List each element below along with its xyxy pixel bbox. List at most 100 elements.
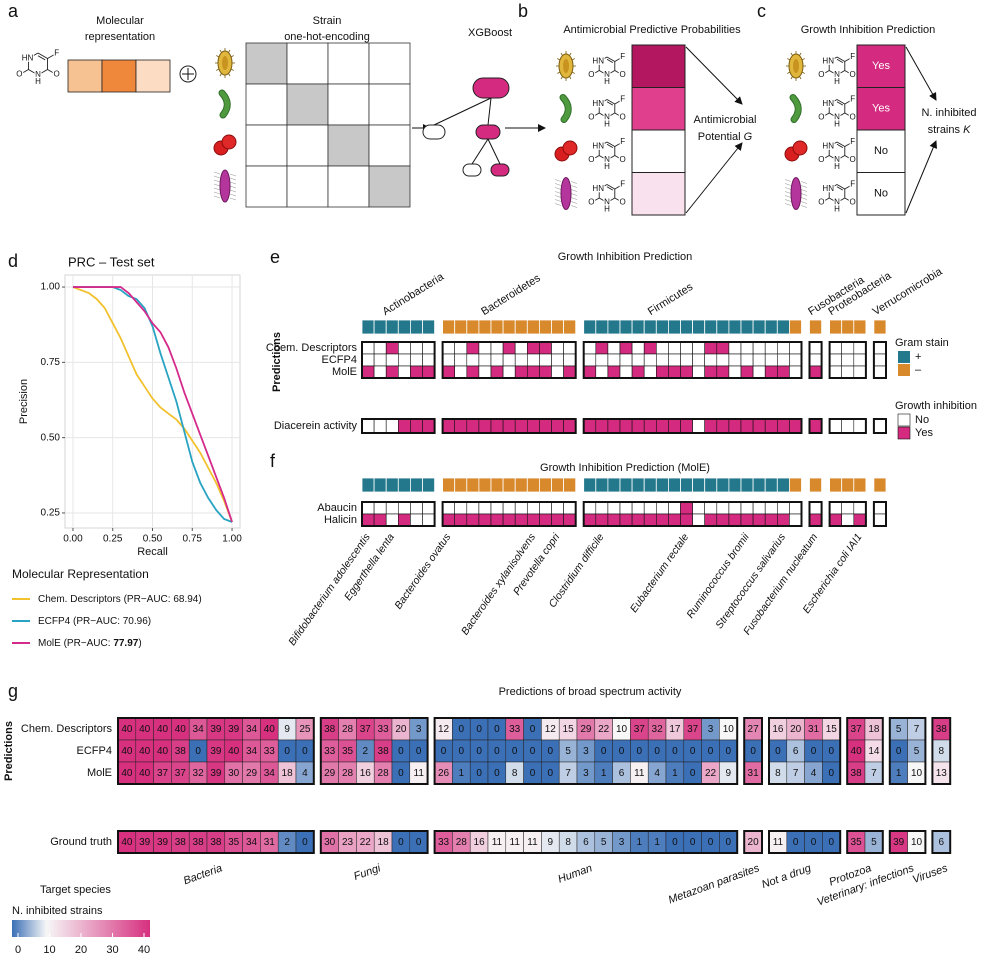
gram-cell — [809, 319, 823, 335]
gram-cell — [631, 477, 645, 493]
label: representation — [85, 31, 155, 43]
flagellum — [570, 181, 578, 184]
cell-value: 0 — [284, 746, 290, 757]
group-border — [828, 501, 867, 527]
group-label: Metazoan parasites — [667, 862, 762, 906]
cell-value: 12 — [545, 724, 557, 735]
microbe-icon — [556, 51, 576, 81]
inhibition-cell — [716, 365, 730, 379]
cell-value: 5 — [871, 837, 877, 848]
inhibition-cell — [397, 341, 411, 355]
inhibition-cell — [526, 353, 540, 367]
group-border — [433, 717, 739, 785]
tree-node — [490, 163, 510, 177]
bond — [28, 69, 39, 76]
inhibition-cell — [680, 501, 693, 515]
cell-value: 38 — [378, 746, 390, 757]
label: Potential G — [698, 131, 753, 143]
inhibition-cell — [478, 365, 492, 379]
gram-cell — [478, 477, 492, 493]
cell-value: 10 — [723, 724, 735, 735]
cell-value: 11 — [414, 768, 425, 779]
bond — [828, 99, 838, 105]
gram-cell — [442, 477, 456, 493]
group-border — [582, 501, 803, 527]
group-border — [888, 830, 927, 854]
gram-cell — [563, 477, 577, 493]
flagellum — [554, 187, 562, 190]
cell-value: 0 — [672, 746, 678, 757]
row-label: Halicin — [324, 514, 357, 526]
inhibition-cell — [563, 341, 576, 355]
legend-swatch — [898, 364, 910, 376]
gram-cell — [385, 477, 399, 493]
cell-value: 0 — [619, 746, 625, 757]
encoding-cell — [327, 42, 370, 85]
atom: O — [818, 155, 824, 164]
cell-value: 32 — [193, 768, 205, 779]
cell-value: 0 — [690, 768, 696, 779]
group-border — [931, 830, 952, 854]
label: Molecular — [96, 15, 144, 27]
cell-value: 34 — [193, 724, 205, 735]
x-tick-label: 0.25 — [103, 534, 123, 545]
flagellum — [570, 189, 578, 192]
legend-title: Gram stain — [895, 337, 949, 349]
inhibition-cell — [631, 365, 645, 379]
inhibition-cell — [373, 513, 387, 527]
inhibition-cell — [631, 353, 645, 367]
encoding-cell — [245, 42, 288, 85]
series-line — [72, 286, 233, 523]
gram-cell — [668, 319, 681, 335]
gram-cell — [361, 477, 375, 493]
bond — [614, 142, 621, 147]
atom: HN — [592, 99, 604, 108]
strain-label: Bacteroides ovatus — [392, 531, 453, 612]
cell-value: 28 — [378, 768, 390, 779]
inhibition-cell — [397, 353, 411, 367]
cell — [221, 134, 237, 150]
inhibition-cell — [853, 501, 867, 515]
cell-value: 0 — [829, 746, 835, 757]
inhibition-cell — [668, 365, 681, 379]
cell-value: 0 — [690, 746, 696, 757]
legend-title: Target species — [40, 884, 111, 896]
panel-letter: a — [8, 1, 19, 21]
cell-value: 3 — [619, 837, 625, 848]
inhibition-cell — [595, 513, 609, 527]
bond — [828, 197, 838, 203]
cell — [562, 140, 578, 156]
cell-value: 18 — [868, 724, 880, 735]
prediction-label: Yes — [872, 102, 890, 114]
inhibition-cell — [442, 365, 456, 379]
bond — [606, 184, 616, 190]
gram-cell — [595, 477, 609, 493]
gram-cell — [361, 319, 375, 335]
row-label: Diacerein activity — [274, 420, 358, 432]
cell-value: 6 — [939, 837, 945, 848]
cell-value: 40 — [851, 746, 863, 757]
inhibition-cell — [502, 418, 516, 434]
atom: F — [850, 137, 855, 146]
probability-cell — [631, 87, 686, 131]
gram-cell — [873, 477, 887, 493]
cell-value: 20 — [395, 724, 407, 735]
cell-value: 39 — [210, 746, 222, 757]
cell-value: 33 — [264, 746, 276, 757]
inhibition-cell — [502, 341, 516, 355]
atom: O — [620, 70, 626, 79]
group-border — [441, 418, 577, 434]
bond — [606, 143, 614, 149]
series-line — [72, 286, 233, 523]
x-tick-label: 0.00 — [63, 534, 83, 545]
inhibition-cell — [607, 418, 621, 434]
inhibition-cell — [776, 513, 790, 527]
bond — [598, 99, 608, 105]
inhibition-cell — [829, 501, 842, 515]
y-axis-label: Predictions — [3, 721, 15, 781]
flagellum — [213, 175, 221, 179]
colorbar-tick-label: 10 — [43, 944, 55, 956]
atom: N — [604, 113, 610, 122]
inhibition-cell — [668, 501, 681, 515]
cell-value: 17 — [669, 724, 681, 735]
